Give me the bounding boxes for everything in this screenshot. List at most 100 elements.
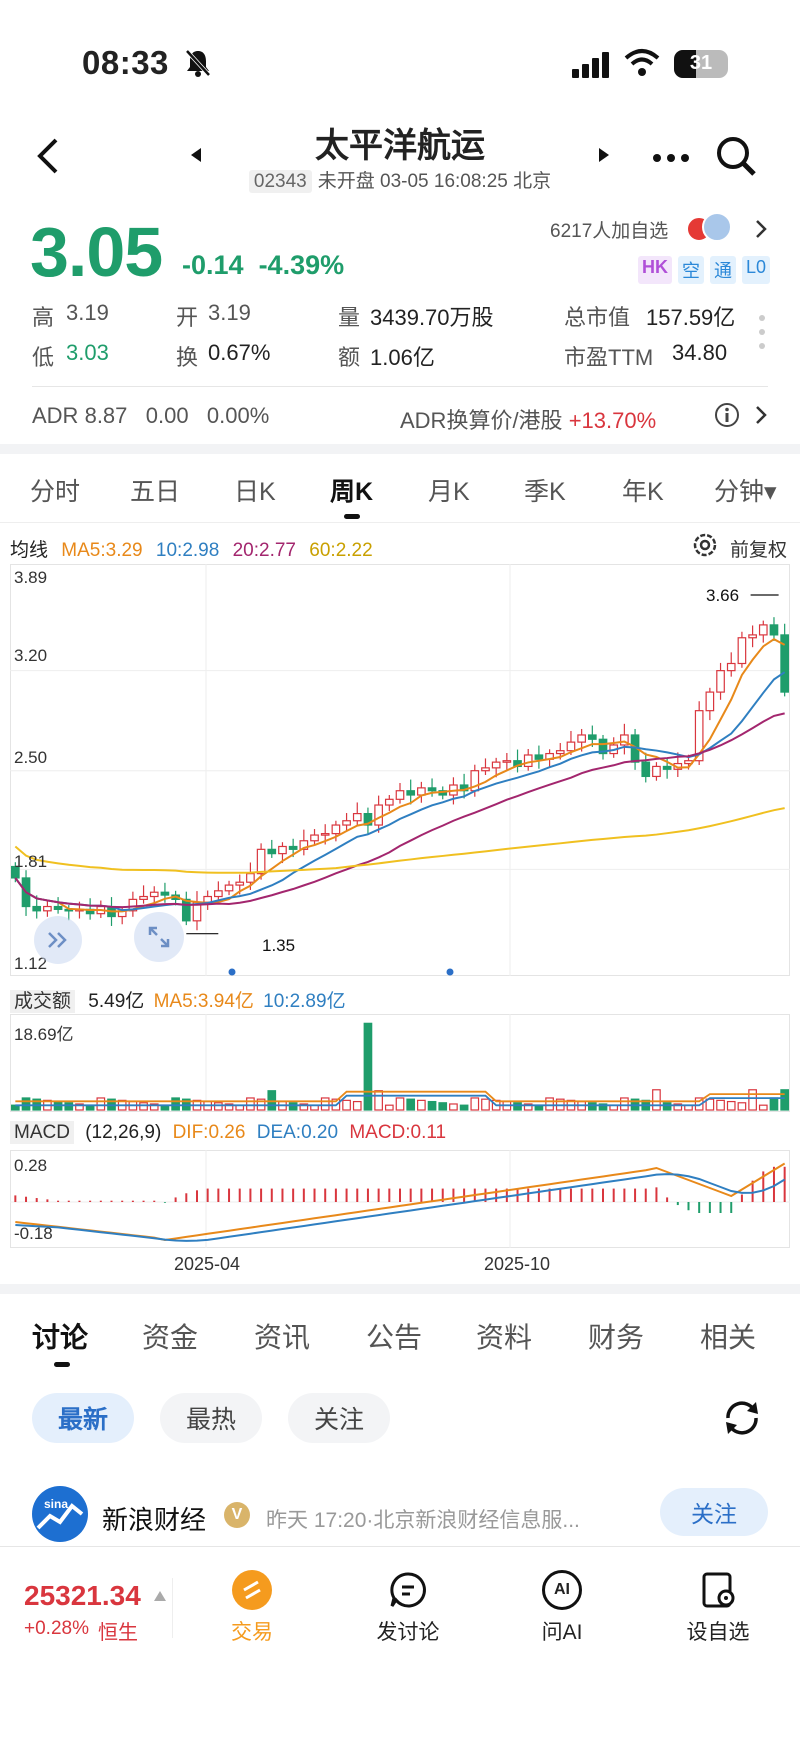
filter-latest[interactable]: 最新: [32, 1393, 134, 1443]
nav-trade[interactable]: 交易: [231, 1621, 273, 1644]
candle-body: [53, 905, 63, 910]
candle-body: [267, 848, 277, 855]
y-tick-bottom: 1.12: [14, 954, 48, 973]
adr-label: ADR: [32, 403, 79, 428]
y-tick-top: 3.89: [14, 568, 48, 587]
candle-body: [149, 891, 159, 898]
next-stock-icon[interactable]: [596, 146, 612, 169]
svg-text:sina: sina: [44, 1497, 68, 1511]
volume-bar: [214, 1102, 223, 1111]
candle-body: [331, 824, 341, 835]
tab-profile[interactable]: 资料: [476, 1322, 533, 1353]
event-dot: [228, 968, 236, 976]
tab-discuss[interactable]: 讨论: [32, 1322, 89, 1353]
info-icon[interactable]: [714, 402, 740, 433]
candle-body: [566, 741, 576, 752]
candle-body: [214, 890, 223, 898]
ma10-value: 10:2.98: [155, 540, 220, 561]
follow-button[interactable]: 关注: [660, 1488, 768, 1536]
author-name[interactable]: 新浪财经: [102, 1505, 207, 1535]
nav-ask-ai[interactable]: 问AI: [541, 1621, 583, 1644]
tab-minute[interactable]: 分钟▾: [714, 478, 777, 506]
filter-hot[interactable]: 最热: [160, 1393, 262, 1443]
ma-line-10: [14, 671, 786, 912]
post-discussion-icon[interactable]: [388, 1570, 428, 1615]
chevron-right-icon[interactable]: [754, 218, 768, 245]
volume-bar: [224, 1103, 234, 1111]
search-icon[interactable]: [714, 134, 758, 183]
adr-conv-label: ADR换算价/港股: [400, 408, 563, 433]
back-button[interactable]: [30, 134, 70, 178]
trade-icon[interactable]: [232, 1570, 272, 1610]
tab-intraday[interactable]: 分时: [30, 478, 81, 506]
adr-row: ADR 8.87 0.00 0.00%: [32, 403, 269, 429]
post-meta: 昨天 17:20·北京新浪财经信息服...: [266, 1509, 580, 1532]
filter-follow[interactable]: 关注: [288, 1393, 390, 1443]
more-icon[interactable]: [652, 150, 692, 168]
volume-bar: [748, 1089, 757, 1111]
bottom-bar-divider: [0, 1546, 800, 1547]
volume-bar: [75, 1103, 84, 1111]
tab-funds[interactable]: 资金: [142, 1322, 199, 1353]
expand-left-button[interactable]: [34, 916, 82, 964]
adr-pct: 0.00%: [206, 403, 270, 428]
volume-bar: [545, 1097, 554, 1111]
settings-icon[interactable]: [692, 532, 718, 563]
tab-quarterly[interactable]: 季K: [524, 478, 566, 506]
adr-chevron-icon[interactable]: [754, 404, 768, 431]
volume-bar: [267, 1090, 277, 1111]
volume-bar: [342, 1099, 351, 1111]
candle-body: [662, 765, 672, 770]
candle-body: [352, 813, 362, 822]
ma-line-60: [14, 807, 785, 874]
nav-add-watchlist[interactable]: 设自选: [686, 1621, 750, 1644]
volume-chart[interactable]: [10, 1014, 790, 1112]
ai-icon[interactable]: AI: [542, 1570, 582, 1610]
volume-bar: [149, 1103, 159, 1111]
current-price: 3.05: [30, 213, 163, 291]
volume-bar: [459, 1104, 469, 1111]
volume-value-label: 5.49亿: [88, 991, 145, 1012]
tab-monthly[interactable]: 月K: [428, 478, 470, 506]
refresh-icon[interactable]: [720, 1396, 764, 1445]
tab-news[interactable]: 资讯: [254, 1322, 311, 1353]
kline-chart[interactable]: [10, 564, 790, 976]
volume-legend: 成交额 5.49亿 MA5:3.94亿 10:2.89亿: [10, 986, 346, 1013]
macd-params: (12,26,9): [85, 1122, 162, 1143]
volume-bar: [769, 1097, 779, 1111]
tab-daily[interactable]: 日K: [234, 478, 276, 506]
tab-yearly[interactable]: 年K: [622, 478, 664, 506]
tab-related[interactable]: 相关: [700, 1322, 757, 1353]
macd-chart[interactable]: [10, 1150, 790, 1248]
add-watchlist-icon[interactable]: [698, 1570, 738, 1615]
tab-financials[interactable]: 财务: [588, 1322, 645, 1353]
adr-conv-value: +13.70%: [568, 408, 657, 433]
tab-weekly[interactable]: 周K: [330, 478, 374, 506]
author-avatar[interactable]: sina: [32, 1486, 88, 1542]
candle-body: [652, 765, 661, 778]
status-time: 08:33: [82, 44, 169, 81]
vertical-dots-icon[interactable]: [758, 314, 766, 355]
tab-5day[interactable]: 五日: [130, 478, 181, 506]
candle-body: [11, 865, 20, 879]
volume-bar: [716, 1099, 725, 1111]
macd-dea: DEA:0.20: [256, 1122, 339, 1143]
index-value[interactable]: 25321.34: [24, 1580, 141, 1611]
volume-bar: [395, 1097, 405, 1111]
chart-frame: [10, 1150, 790, 1248]
adjust-mode[interactable]: 前复权: [730, 540, 788, 561]
prev-stock-icon[interactable]: [188, 146, 204, 169]
open-label: 开: [176, 305, 199, 330]
candle-body: [246, 873, 255, 883]
volume-bar: [417, 1099, 426, 1111]
candle-body: [256, 848, 266, 875]
watch-avatars[interactable]: [686, 212, 742, 244]
nav-post-discussion[interactable]: 发讨论: [376, 1621, 440, 1644]
candle-body: [481, 767, 490, 772]
volume-bar: [406, 1098, 416, 1111]
badge-short: 空: [678, 256, 704, 284]
fullscreen-button[interactable]: [134, 912, 184, 962]
tab-announcements[interactable]: 公告: [366, 1322, 423, 1353]
badge-hk: HK: [638, 256, 672, 284]
candle-body: [577, 734, 586, 743]
